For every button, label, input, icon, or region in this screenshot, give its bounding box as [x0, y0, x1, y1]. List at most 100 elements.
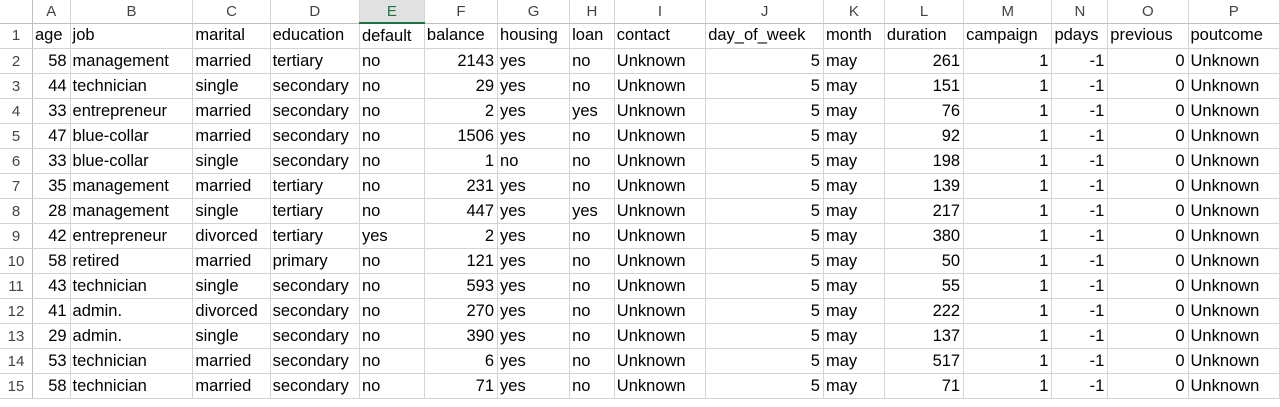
- column-header-f[interactable]: F: [424, 0, 499, 24]
- cell-f13[interactable]: 390: [424, 323, 499, 349]
- cell-f9[interactable]: 2: [424, 223, 499, 249]
- cell-i15[interactable]: Unknown: [614, 373, 707, 399]
- row-header[interactable]: 7: [0, 173, 33, 199]
- cell-i8[interactable]: Unknown: [614, 198, 707, 224]
- cell-e2[interactable]: no: [359, 48, 425, 74]
- cell-e9[interactable]: yes: [359, 223, 425, 249]
- cell-g2[interactable]: yes: [497, 48, 571, 74]
- cell-o15[interactable]: 0: [1107, 373, 1189, 399]
- cell-h9[interactable]: no: [569, 223, 615, 249]
- cell-h8[interactable]: yes: [569, 198, 615, 224]
- column-header-p[interactable]: P: [1188, 0, 1280, 24]
- cell-b9[interactable]: entrepreneur: [70, 223, 194, 249]
- cell-m6[interactable]: 1: [963, 148, 1053, 174]
- cell-m10[interactable]: 1: [963, 248, 1053, 274]
- cell-c10[interactable]: married: [192, 248, 271, 274]
- cell-p14[interactable]: Unknown: [1188, 348, 1280, 374]
- cell-f10[interactable]: 121: [424, 248, 499, 274]
- cell-f1[interactable]: balance: [424, 23, 499, 49]
- cell-h7[interactable]: no: [569, 173, 615, 199]
- cell-l6[interactable]: 198: [884, 148, 965, 174]
- cell-k1[interactable]: month: [823, 23, 885, 49]
- cell-g3[interactable]: yes: [497, 73, 571, 99]
- cell-m1[interactable]: campaign: [963, 23, 1053, 49]
- row-header[interactable]: 11: [0, 273, 33, 299]
- cell-b14[interactable]: technician: [70, 348, 194, 374]
- cell-d4[interactable]: secondary: [270, 98, 360, 124]
- cell-g14[interactable]: yes: [497, 348, 571, 374]
- cell-i10[interactable]: Unknown: [614, 248, 707, 274]
- cell-n12[interactable]: -1: [1051, 298, 1109, 324]
- cell-i4[interactable]: Unknown: [614, 98, 707, 124]
- cell-g9[interactable]: yes: [497, 223, 571, 249]
- cell-i5[interactable]: Unknown: [614, 123, 707, 149]
- cell-o7[interactable]: 0: [1107, 173, 1189, 199]
- column-header-g[interactable]: G: [497, 0, 571, 24]
- cell-j7[interactable]: 5: [705, 173, 824, 199]
- cell-a4[interactable]: 33: [32, 98, 71, 124]
- column-header-k[interactable]: K: [823, 0, 885, 24]
- cell-i1[interactable]: contact: [614, 23, 707, 49]
- cell-m12[interactable]: 1: [963, 298, 1053, 324]
- row-header[interactable]: 9: [0, 223, 33, 249]
- cell-g4[interactable]: yes: [497, 98, 571, 124]
- cell-p15[interactable]: Unknown: [1188, 373, 1280, 399]
- cell-e8[interactable]: no: [359, 198, 425, 224]
- cell-a10[interactable]: 58: [32, 248, 71, 274]
- cell-d15[interactable]: secondary: [270, 373, 360, 399]
- cell-o1[interactable]: previous: [1107, 23, 1189, 49]
- cell-o3[interactable]: 0: [1107, 73, 1189, 99]
- cell-j5[interactable]: 5: [705, 123, 824, 149]
- row-header[interactable]: 6: [0, 148, 33, 174]
- cell-n14[interactable]: -1: [1051, 348, 1109, 374]
- cell-p10[interactable]: Unknown: [1188, 248, 1280, 274]
- cell-p2[interactable]: Unknown: [1188, 48, 1280, 74]
- cell-d1[interactable]: education: [270, 23, 360, 49]
- cell-d8[interactable]: tertiary: [270, 198, 360, 224]
- cell-a5[interactable]: 47: [32, 123, 71, 149]
- cell-o14[interactable]: 0: [1107, 348, 1189, 374]
- cell-o11[interactable]: 0: [1107, 273, 1189, 299]
- cell-b8[interactable]: management: [70, 198, 194, 224]
- cell-c6[interactable]: single: [192, 148, 271, 174]
- cell-k8[interactable]: may: [823, 198, 885, 224]
- cell-k13[interactable]: may: [823, 323, 885, 349]
- cell-c11[interactable]: single: [192, 273, 271, 299]
- cell-a1[interactable]: age: [32, 23, 71, 49]
- cell-i11[interactable]: Unknown: [614, 273, 707, 299]
- cell-f5[interactable]: 1506: [424, 123, 499, 149]
- cell-o5[interactable]: 0: [1107, 123, 1189, 149]
- cell-d12[interactable]: secondary: [270, 298, 360, 324]
- cell-m5[interactable]: 1: [963, 123, 1053, 149]
- column-header-i[interactable]: I: [614, 0, 707, 24]
- cell-o13[interactable]: 0: [1107, 323, 1189, 349]
- cell-h5[interactable]: no: [569, 123, 615, 149]
- row-header[interactable]: 8: [0, 198, 33, 224]
- cell-j1[interactable]: day_of_week: [705, 23, 824, 49]
- cell-k2[interactable]: may: [823, 48, 885, 74]
- cell-j13[interactable]: 5: [705, 323, 824, 349]
- cell-a11[interactable]: 43: [32, 273, 71, 299]
- cell-d14[interactable]: secondary: [270, 348, 360, 374]
- cell-d10[interactable]: primary: [270, 248, 360, 274]
- cell-b10[interactable]: retired: [70, 248, 194, 274]
- cell-k11[interactable]: may: [823, 273, 885, 299]
- cell-l4[interactable]: 76: [884, 98, 965, 124]
- cell-h6[interactable]: no: [569, 148, 615, 174]
- cell-j8[interactable]: 5: [705, 198, 824, 224]
- cell-j6[interactable]: 5: [705, 148, 824, 174]
- cell-d7[interactable]: tertiary: [270, 173, 360, 199]
- row-header[interactable]: 3: [0, 73, 33, 99]
- cell-h3[interactable]: no: [569, 73, 615, 99]
- cell-f2[interactable]: 2143: [424, 48, 499, 74]
- cell-f8[interactable]: 447: [424, 198, 499, 224]
- cell-n11[interactable]: -1: [1051, 273, 1109, 299]
- cell-c14[interactable]: married: [192, 348, 271, 374]
- cell-c8[interactable]: single: [192, 198, 271, 224]
- cell-h12[interactable]: no: [569, 298, 615, 324]
- row-header[interactable]: 13: [0, 323, 33, 349]
- cell-e10[interactable]: no: [359, 248, 425, 274]
- cell-b4[interactable]: entrepreneur: [70, 98, 194, 124]
- cell-e7[interactable]: no: [359, 173, 425, 199]
- cell-b5[interactable]: blue-collar: [70, 123, 194, 149]
